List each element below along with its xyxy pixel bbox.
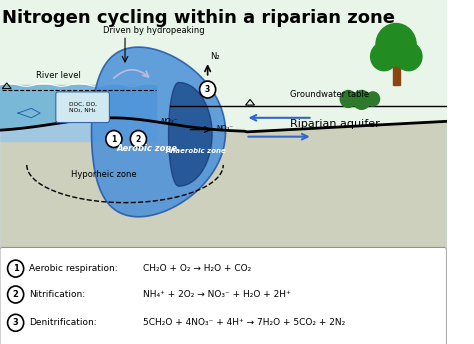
Circle shape: [8, 260, 24, 277]
Text: Hyporheic zone: Hyporheic zone: [72, 170, 137, 179]
Text: DOC, DO,
NO₃, NH₄: DOC, DO, NO₃, NH₄: [69, 102, 97, 113]
Text: NO₃⁻: NO₃⁻: [217, 125, 234, 131]
Text: Anaerobic zone: Anaerobic zone: [165, 148, 226, 154]
Circle shape: [376, 23, 416, 66]
Circle shape: [8, 286, 24, 303]
Polygon shape: [169, 83, 212, 186]
Bar: [393, 61, 400, 85]
Text: 1: 1: [111, 135, 117, 143]
Text: 3: 3: [205, 85, 210, 94]
Circle shape: [366, 92, 380, 106]
Circle shape: [353, 90, 371, 109]
FancyBboxPatch shape: [56, 92, 109, 122]
Text: N₂: N₂: [210, 52, 219, 61]
Circle shape: [8, 314, 24, 331]
Text: 2: 2: [13, 290, 18, 299]
Polygon shape: [0, 118, 447, 344]
Polygon shape: [0, 0, 447, 132]
FancyBboxPatch shape: [0, 247, 447, 344]
Circle shape: [340, 90, 356, 107]
Polygon shape: [91, 47, 226, 217]
Text: Nitrification:: Nitrification:: [29, 290, 85, 299]
Circle shape: [130, 130, 146, 148]
Circle shape: [106, 130, 122, 148]
Circle shape: [200, 81, 216, 98]
Text: Riparian aquifer: Riparian aquifer: [290, 119, 380, 129]
Text: 3: 3: [13, 318, 18, 327]
Text: Groundwater table: Groundwater table: [290, 89, 369, 99]
Circle shape: [395, 42, 422, 71]
Polygon shape: [0, 118, 447, 344]
Text: Aerobic respiration:: Aerobic respiration:: [29, 264, 118, 273]
Text: NH₄⁺ + 2O₂ → NO₃⁻ + H₂O + 2H⁺: NH₄⁺ + 2O₂ → NO₃⁻ + H₂O + 2H⁺: [143, 290, 291, 299]
Text: 5CH₂O + 4NO₃⁻ + 4H⁺ → 7H₂O + 5CO₂ + 2N₂: 5CH₂O + 4NO₃⁻ + 4H⁺ → 7H₂O + 5CO₂ + 2N₂: [143, 318, 345, 327]
Text: River level: River level: [36, 71, 81, 80]
Text: NO₃⁻: NO₃⁻: [161, 118, 178, 123]
Text: Denitrification:: Denitrification:: [29, 318, 97, 327]
Text: Aerobic zone: Aerobic zone: [116, 144, 177, 153]
Text: 2: 2: [136, 135, 141, 143]
Text: 1: 1: [13, 264, 18, 273]
Text: Nitrogen cycling within a riparian zone: Nitrogen cycling within a riparian zone: [2, 9, 395, 28]
Circle shape: [371, 42, 397, 71]
Text: CH₂O + O₂ → H₂O + CO₂: CH₂O + O₂ → H₂O + CO₂: [143, 264, 251, 273]
Polygon shape: [0, 85, 156, 141]
Text: Driven by hydropeaking: Driven by hydropeaking: [103, 26, 204, 35]
